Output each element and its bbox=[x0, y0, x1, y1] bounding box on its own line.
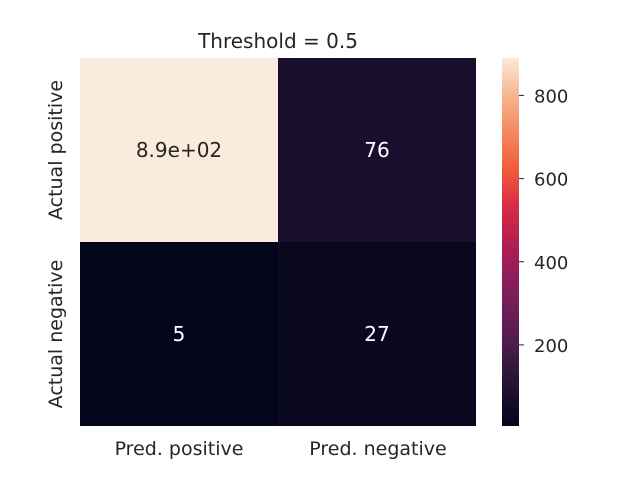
heatmap-cells bbox=[80, 58, 476, 426]
heatmap-cell-labels: 8.9e+02 76 5 27 bbox=[136, 138, 390, 346]
colorbar-tick-label-200: 200 bbox=[534, 336, 568, 357]
colorbar-tick-label-800: 800 bbox=[534, 86, 568, 107]
colorbar-tick-label-400: 400 bbox=[534, 253, 568, 274]
cell-label-actual-positive-pred-negative: 76 bbox=[364, 138, 389, 162]
y-tick-actual-positive: Actual positive bbox=[45, 80, 67, 220]
cell-actual-positive-pred-positive bbox=[80, 58, 278, 242]
x-tick-pred-positive: Pred. positive bbox=[115, 438, 244, 460]
cell-actual-negative-pred-positive bbox=[80, 242, 278, 426]
cell-actual-positive-pred-negative bbox=[278, 58, 476, 242]
cell-label-actual-positive-pred-positive: 8.9e+02 bbox=[136, 138, 222, 162]
colorbar-tick-label-600: 600 bbox=[534, 170, 568, 191]
cell-label-actual-negative-pred-negative: 27 bbox=[364, 322, 389, 346]
y-tick-actual-negative: Actual negative bbox=[45, 260, 67, 409]
cell-actual-negative-pred-negative bbox=[278, 242, 476, 426]
x-tick-pred-negative: Pred. negative bbox=[309, 438, 446, 460]
colorbar bbox=[502, 58, 519, 426]
colorbar-ticks: 200 400 600 800 bbox=[519, 86, 568, 357]
cell-label-actual-negative-pred-positive: 5 bbox=[173, 322, 186, 346]
chart-title: Threshold = 0.5 bbox=[197, 29, 358, 53]
